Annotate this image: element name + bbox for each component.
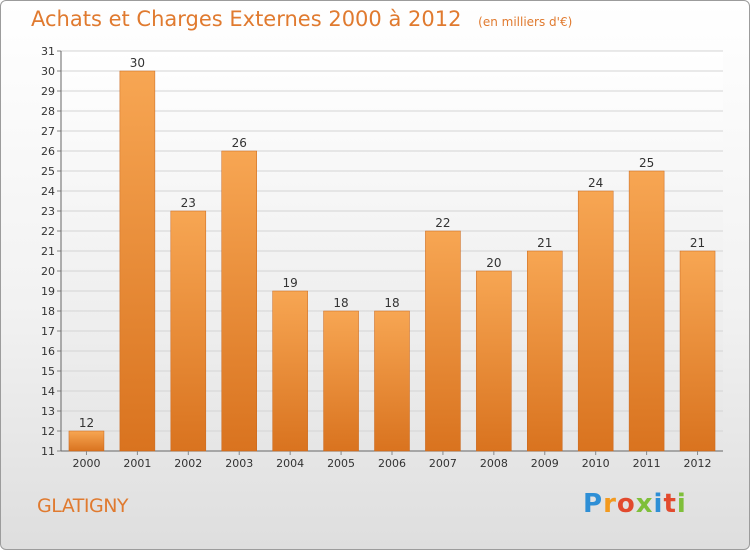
y-tick-label: 16 xyxy=(41,345,55,358)
logo-letter: o xyxy=(616,489,636,519)
bar-value-label: 22 xyxy=(435,216,450,230)
y-tick-label: 24 xyxy=(41,185,55,198)
y-tick-label: 12 xyxy=(41,425,55,438)
x-tick-label: 2007 xyxy=(429,457,457,470)
chart-subtitle: (en milliers d'€) xyxy=(478,15,573,29)
x-tick-label: 2003 xyxy=(225,457,253,470)
bar xyxy=(170,210,207,452)
bar xyxy=(374,310,410,452)
bar-value-label: 30 xyxy=(130,56,145,70)
bar xyxy=(628,170,665,452)
bar-value-label: 21 xyxy=(537,236,552,250)
logo-letter: i xyxy=(676,489,687,519)
x-tick-label: 2002 xyxy=(174,457,202,470)
bar-value-label: 20 xyxy=(486,256,501,270)
y-tick-label: 13 xyxy=(41,405,55,418)
bar xyxy=(68,430,105,452)
y-tick-label: 17 xyxy=(41,325,55,338)
y-tick-label: 21 xyxy=(41,245,55,258)
y-tick-label: 28 xyxy=(41,105,55,118)
bar xyxy=(476,270,512,452)
x-tick-label: 2008 xyxy=(480,457,508,470)
title-text: Achats et Charges Externes 2000 à 2012 xyxy=(31,7,462,31)
y-tick-label: 20 xyxy=(41,265,55,278)
y-tick-label: 31 xyxy=(41,45,55,58)
logo-letter: r xyxy=(603,489,617,519)
x-tick-label: 2001 xyxy=(123,457,151,470)
x-tick-label: 2009 xyxy=(531,457,559,470)
y-tick-label: 19 xyxy=(41,285,55,298)
commune-name: GLATIGNY xyxy=(37,495,129,517)
logo-letter: x xyxy=(635,489,654,519)
bar-value-label: 24 xyxy=(588,176,603,190)
logo-letter: i xyxy=(653,489,664,519)
y-tick-label: 25 xyxy=(41,165,55,178)
bar-value-label: 12 xyxy=(79,416,94,430)
bar-value-label: 26 xyxy=(232,136,247,150)
x-tick-label: 2000 xyxy=(72,457,100,470)
bar-value-label: 19 xyxy=(283,276,298,290)
y-tick-label: 18 xyxy=(41,305,55,318)
bar xyxy=(119,70,156,452)
bar-value-label: 23 xyxy=(181,196,196,210)
x-tick-label: 2011 xyxy=(633,457,661,470)
chart-title: Achats et Charges Externes 2000 à 2012 (… xyxy=(31,7,572,31)
y-tick-label: 26 xyxy=(41,145,55,158)
y-tick-label: 14 xyxy=(41,385,55,398)
bar xyxy=(679,250,716,452)
bar xyxy=(323,310,359,452)
bar xyxy=(272,290,308,452)
y-tick-label: 27 xyxy=(41,125,55,138)
x-tick-label: 2005 xyxy=(327,457,355,470)
bar-value-label: 18 xyxy=(333,296,348,310)
bar xyxy=(527,250,563,452)
logo-letter: t xyxy=(663,489,677,519)
bar-value-label: 25 xyxy=(639,156,654,170)
bar-value-label: 21 xyxy=(690,236,705,250)
y-tick-label: 23 xyxy=(41,205,55,218)
x-tick-label: 2012 xyxy=(684,457,712,470)
bar-value-label: 18 xyxy=(384,296,399,310)
proxiti-logo: Proxiti xyxy=(583,489,687,519)
x-tick-label: 2004 xyxy=(276,457,304,470)
y-tick-label: 11 xyxy=(41,445,55,458)
y-tick-label: 15 xyxy=(41,365,55,378)
y-tick-label: 30 xyxy=(41,65,55,78)
bar xyxy=(425,230,461,452)
y-tick-label: 29 xyxy=(41,85,55,98)
bar xyxy=(577,190,614,452)
bar-chart: 11 12 13 14 15 16 17 18 19 20 21 22 23 24 25 26 27 28 29 30… xyxy=(41,45,723,470)
logo-letter: P xyxy=(583,489,604,519)
x-tick-label: 2006 xyxy=(378,457,406,470)
x-tick-label: 2010 xyxy=(582,457,610,470)
y-tick-label: 22 xyxy=(41,225,55,238)
bar xyxy=(221,150,257,452)
